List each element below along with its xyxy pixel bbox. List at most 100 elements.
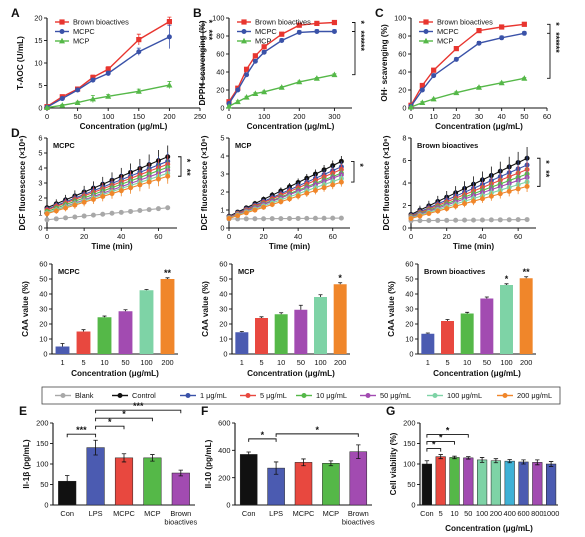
legend-label: 200 μg/mL: [517, 391, 552, 400]
y-tick-label: 0: [411, 501, 415, 510]
data-point: [252, 58, 258, 64]
y-tick-label: 600: [218, 419, 230, 428]
significance-bracket: [426, 434, 469, 438]
dcf-data-point: [497, 217, 503, 223]
bar: [421, 463, 432, 506]
significance-bracket: [178, 156, 182, 177]
significance-mark: *: [338, 273, 342, 283]
caa-bar: [76, 331, 91, 354]
caa-bar: [314, 297, 327, 354]
axis-frame: [417, 264, 536, 355]
significance-bracket: [426, 441, 455, 445]
x-tick-label: 20: [452, 112, 460, 121]
y-tick-label: 40: [398, 68, 406, 77]
dcf-legend: Blank Control 1 μg/mL 5 μg/mL 10 μg/mL 50 μg/…: [41, 386, 561, 405]
y-axis-title: Il-10 (pg/mL): [204, 439, 213, 488]
y-tick-label: 5: [220, 134, 224, 143]
y-axis-title: DCF fluorescence (×10⁶): [18, 135, 27, 230]
significance-bracket: [275, 433, 359, 437]
y-tick-label: 0: [44, 501, 48, 510]
dcf-data-point: [524, 217, 530, 223]
significance-mark: *: [439, 433, 443, 443]
legend-label: MCP: [437, 37, 453, 46]
y-axis-title: OH· scavenging (%): [380, 24, 389, 102]
legend-label: 5 μg/mL: [260, 391, 287, 400]
y-tick-label: 3: [220, 170, 224, 179]
significance-mark: *: [505, 274, 509, 284]
data-point: [89, 95, 96, 102]
data-point: [453, 46, 459, 52]
dcf-data-point: [506, 188, 512, 194]
significance-mark: ***: [356, 31, 366, 42]
bar: [322, 463, 340, 506]
bar: [171, 472, 190, 506]
data-point: [314, 20, 320, 26]
data-point: [244, 72, 250, 78]
error-bar: [123, 309, 128, 312]
x-tick-label: 300: [328, 112, 340, 121]
caa-bar: [255, 318, 268, 354]
dcf-data-point: [100, 211, 106, 217]
x-tick-label: MCP: [323, 509, 339, 518]
significance-mark: ***: [551, 42, 561, 53]
data-point: [226, 103, 232, 109]
x-axis-title: Concentration (μg/mL): [71, 369, 159, 378]
dcf-data-point: [63, 205, 69, 211]
x-tick-label: 50: [464, 509, 472, 518]
dcf-data-point: [100, 193, 106, 199]
data-point: [476, 40, 482, 46]
error-bar: [328, 460, 334, 467]
bar: [546, 463, 557, 506]
error-bar: [507, 459, 512, 464]
dcf-data-point: [44, 217, 50, 223]
data-point: [136, 49, 142, 55]
data-point: [105, 93, 112, 99]
caa-bar: [294, 309, 308, 354]
significance-mark: **: [182, 169, 192, 177]
y-tick-label: 20: [219, 320, 227, 329]
x-tick-label: 100: [102, 112, 114, 121]
x-tick-label: 50: [483, 358, 491, 367]
caa-bar: [519, 278, 533, 354]
bar: [449, 457, 460, 506]
dcf-data-point: [128, 185, 134, 191]
x-tick-label: Brown: [348, 509, 369, 518]
significance-mark: **: [164, 268, 172, 278]
legend-label: Control: [132, 391, 156, 400]
significance-bracket: [200, 21, 204, 86]
data-point: [90, 74, 96, 80]
data-point: [313, 75, 320, 81]
data-point: [296, 22, 302, 28]
y-tick-label: 0: [38, 104, 42, 113]
data-point: [476, 84, 482, 90]
error-bar: [465, 311, 470, 314]
data-point: [252, 90, 259, 96]
x-tick-label: 10: [430, 112, 438, 121]
significance-bracket: [426, 448, 442, 452]
legend-swatch-marker: [60, 393, 66, 398]
bar: [294, 462, 313, 506]
x-tick-label: Con: [420, 509, 434, 518]
y-tick-label: 0: [409, 350, 413, 359]
x-tick-label: 60: [543, 112, 551, 121]
dcf-data-point: [321, 215, 327, 221]
dcf-data-point: [417, 213, 423, 219]
panel-letter: F: [201, 404, 208, 418]
data-point: [431, 73, 437, 79]
data-point: [75, 87, 81, 93]
significance-mark: *: [204, 20, 214, 24]
y-tick-label: 400: [218, 446, 230, 455]
y-tick-label: 40: [216, 68, 224, 77]
caa-bar: [480, 298, 494, 354]
dcf-data-point: [81, 199, 87, 205]
y-tick-label: 20: [39, 320, 47, 329]
y-tick-label: 3: [38, 179, 42, 188]
y-tick-label: 0: [223, 350, 227, 359]
error-bar: [425, 332, 430, 334]
panel-caa-brown-chart: 0 10 20 30 40 50 60 Concentration (μg/mL) CAA va…: [387, 260, 536, 378]
panel-f-il10-chart: 0 200 400 600 Il-10 (pg/mL) F Con LPS MCPC MCP Bro…: [201, 404, 375, 527]
dcf-data-point: [252, 207, 258, 213]
x-tick-label: 5: [259, 358, 263, 367]
legend-swatch-marker: [59, 29, 65, 34]
x-axis-title: Time (min): [453, 242, 495, 251]
